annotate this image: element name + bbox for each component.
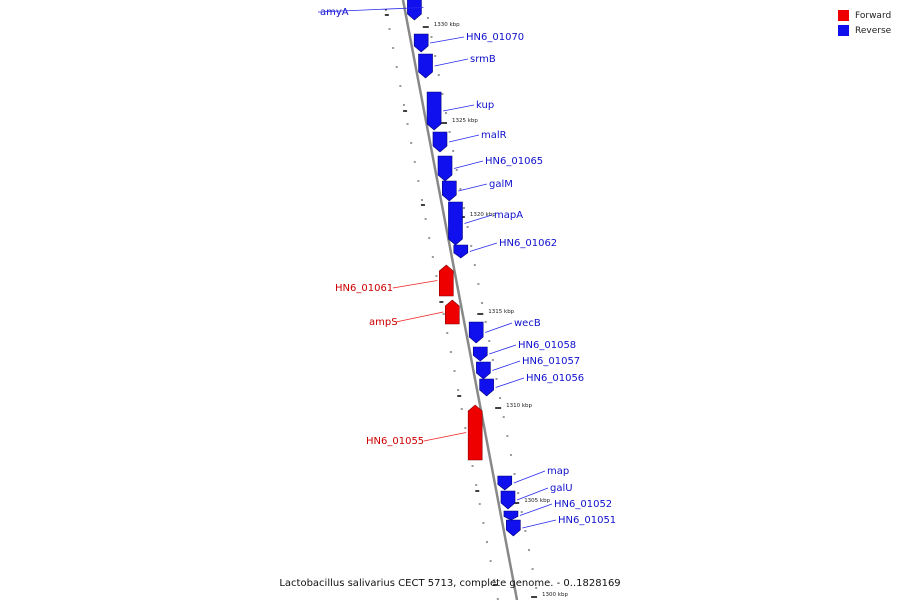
gene-amyA[interactable]: amyA	[317, 0, 424, 21]
gene-leader	[469, 242, 498, 252]
gene-label[interactable]: HN6_01058	[518, 340, 576, 351]
gene-HN6_01057[interactable]: HN6_01057	[476, 356, 580, 380]
gene-arrow[interactable]	[497, 475, 513, 491]
gene-galU[interactable]: galU	[500, 483, 573, 510]
gene-leader	[423, 432, 467, 442]
gene-srmB[interactable]: srmB	[418, 53, 496, 79]
tick-label: 1315 kbp	[488, 309, 514, 315]
gene-label[interactable]: galM	[489, 179, 513, 190]
gene-map[interactable]: map	[497, 466, 569, 491]
gene-label[interactable]: kup	[476, 100, 494, 111]
gene-label[interactable]: HN6_01052	[554, 499, 612, 510]
gene-arrow[interactable]	[472, 346, 488, 362]
gene-leader	[443, 104, 475, 112]
gene-arrow[interactable]	[438, 264, 454, 297]
gene-label[interactable]: malR	[481, 130, 507, 141]
gene-wecB[interactable]: wecB	[468, 318, 541, 344]
tick-label: 1305 kbp	[524, 498, 550, 504]
gene-arrow[interactable]	[418, 53, 433, 79]
gene-leader	[485, 322, 513, 333]
gene-label[interactable]: galU	[550, 483, 573, 494]
gene-leader	[392, 280, 438, 289]
legend-forward-label: Forward	[855, 10, 892, 21]
gene-arrow[interactable]	[453, 244, 469, 259]
gene-label[interactable]: HN6_01055	[366, 436, 424, 447]
major-ticks: 1330 kbp 1325 kbp 1320 kbp 1315 kbp 1310 kbp…	[384, 14, 568, 598]
gene-galM[interactable]: galM	[441, 179, 513, 202]
gene-arrow[interactable]	[441, 180, 457, 202]
gene-label[interactable]: wecB	[514, 318, 541, 329]
legend-reverse-label: Reverse	[855, 25, 892, 36]
gene-leader	[464, 214, 493, 224]
gene-leader	[513, 470, 546, 484]
gene-arrow[interactable]	[476, 361, 491, 380]
gene-leader	[489, 344, 517, 355]
gene-arrow[interactable]	[413, 33, 429, 53]
gene-leader	[430, 36, 465, 44]
gene-arrow[interactable]	[437, 155, 453, 182]
map-caption: Lactobacillus salivarius CECT 5713, comp…	[279, 578, 621, 589]
gene-HN6_01062[interactable]: HN6_01062	[453, 238, 557, 259]
forward-swatch	[838, 10, 849, 21]
gene-arrow[interactable]	[432, 131, 448, 153]
gene-leader	[458, 183, 488, 192]
tick-label: 1310 kbp	[506, 403, 532, 409]
gene-HN6_01065[interactable]: HN6_01065	[437, 155, 543, 182]
tick-label: 1330 kbp	[434, 22, 460, 28]
gene-HN6_01061[interactable]: HN6_01061	[335, 264, 454, 297]
gene-label[interactable]: HN6_01062	[499, 238, 557, 249]
gene-label[interactable]: map	[547, 466, 569, 477]
gene-kup[interactable]: kup	[426, 91, 494, 131]
gene-arrow[interactable]	[468, 321, 484, 344]
gene-arrow[interactable]	[448, 201, 463, 246]
gene-leader	[317, 7, 424, 13]
gene-label[interactable]: HN6_01065	[485, 156, 543, 167]
gene-label[interactable]: amyA	[320, 7, 349, 18]
genes-layer: amyA HN6_01070 srmB kup malR HN6_01065 galM map…	[317, 0, 616, 537]
gene-leader	[516, 487, 549, 501]
gene-mapA[interactable]: mapA	[448, 201, 523, 246]
gene-leader	[495, 377, 525, 388]
gene-arrow[interactable]	[506, 519, 521, 537]
tick-label: 1320 kbp	[470, 212, 496, 218]
tick-label: 1300 kbp	[542, 592, 568, 598]
gene-leader	[492, 360, 521, 371]
gene-label[interactable]: srmB	[470, 54, 496, 65]
tick-label: 1325 kbp	[452, 118, 478, 124]
gene-ampS[interactable]: ampS	[369, 299, 460, 328]
gene-arrow[interactable]	[444, 299, 460, 325]
gene-label[interactable]: HN6_01051	[558, 515, 616, 526]
gene-arrow[interactable]	[500, 490, 516, 510]
gene-leader	[453, 160, 484, 169]
gene-label[interactable]: HN6_01070	[466, 32, 524, 43]
gene-leader	[395, 311, 444, 323]
gene-HN6_01070[interactable]: HN6_01070	[413, 32, 524, 53]
genome-axis	[401, 0, 519, 600]
gene-HN6_01055[interactable]: HN6_01055	[366, 404, 483, 461]
gene-HN6_01052[interactable]: HN6_01052	[503, 499, 612, 521]
gene-label[interactable]: HN6_01056	[526, 373, 584, 384]
reverse-swatch	[838, 25, 849, 36]
gene-HN6_01058[interactable]: HN6_01058	[472, 340, 576, 362]
gene-label[interactable]: HN6_01061	[335, 283, 393, 294]
legend-forward: Forward	[838, 8, 891, 23]
gene-arrow[interactable]	[426, 91, 442, 131]
gene-label[interactable]: ampS	[369, 317, 398, 328]
legend-reverse: Reverse	[838, 23, 891, 38]
gene-malR[interactable]: malR	[432, 130, 507, 153]
gene-label[interactable]: mapA	[494, 210, 523, 221]
legend: Forward Reverse	[838, 8, 891, 38]
gene-arrow[interactable]	[407, 0, 422, 21]
gene-leader	[434, 58, 469, 67]
gene-leader	[519, 503, 553, 516]
gene-label[interactable]: HN6_01057	[522, 356, 580, 367]
gene-HN6_01051[interactable]: HN6_01051	[506, 515, 616, 537]
gene-arrow[interactable]	[479, 378, 494, 397]
gene-leader	[522, 519, 557, 529]
gene-leader	[448, 134, 480, 143]
gene-arrow[interactable]	[467, 404, 483, 461]
gene-HN6_01056[interactable]: HN6_01056	[479, 373, 585, 397]
gene-arrow[interactable]	[503, 510, 519, 521]
